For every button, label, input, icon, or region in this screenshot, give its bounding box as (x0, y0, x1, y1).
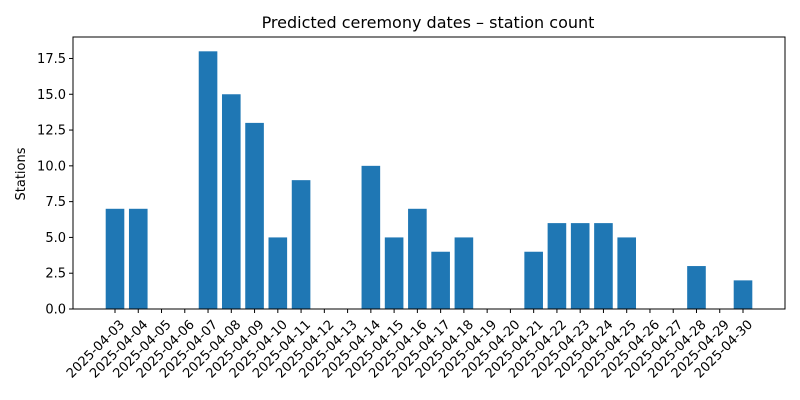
bar-2025-04-18 (454, 237, 474, 309)
bar-2025-04-22 (547, 223, 567, 309)
y-axis-label: Stations (14, 147, 29, 200)
bar-2025-04-04 (128, 208, 148, 309)
y-tick-label: 5.0 (45, 231, 66, 246)
bar-2025-04-30 (733, 280, 753, 309)
bar-2025-04-17 (431, 251, 450, 309)
bar-2025-04-23 (570, 223, 590, 309)
bar-2025-04-14 (361, 165, 381, 309)
bar-2025-04-21 (524, 251, 543, 309)
bar-2025-04-07 (198, 51, 218, 309)
plot-frame (72, 36, 786, 310)
bar-2025-04-16 (408, 208, 427, 309)
bar-2025-04-15 (384, 237, 404, 309)
bar-2025-04-03 (105, 208, 125, 309)
chart-title: Predicted ceremony dates – station count (262, 13, 595, 32)
bar-2025-04-08 (221, 94, 241, 309)
bars-layer (105, 51, 753, 309)
y-axis: 0.0 2.5 5.0 7.5 10.0 12.5 15.0 17.5 (37, 52, 73, 318)
y-tick-label: 10.0 (37, 159, 66, 174)
bar-2025-04-11 (291, 180, 311, 309)
y-tick-label: 12.5 (37, 124, 66, 139)
y-tick-label: 2.5 (45, 267, 66, 282)
y-tick-label: 17.5 (37, 52, 66, 67)
bar-2025-04-24 (594, 223, 613, 309)
y-tick-label: 7.5 (45, 195, 66, 210)
bar-2025-04-25 (617, 237, 637, 309)
x-axis: 2025-04-032025-04-042025-04-052025-04-06… (64, 309, 756, 381)
y-tick-label: 0.0 (45, 303, 66, 318)
bar-2025-04-10 (268, 237, 288, 309)
bar-2025-04-09 (245, 122, 264, 309)
bar-2025-04-28 (687, 266, 706, 309)
y-tick-label: 15.0 (37, 88, 66, 103)
